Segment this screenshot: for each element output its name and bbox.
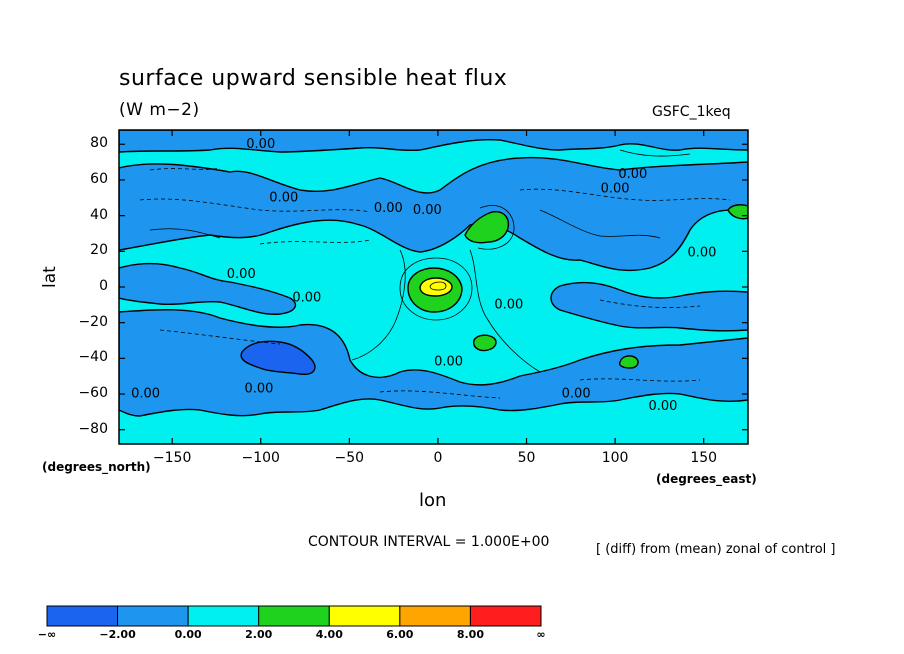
peak-region — [419, 277, 453, 297]
x-tick-marks — [171, 130, 705, 444]
colorbar-swatch — [187, 605, 260, 627]
y-tick-label: −20 — [78, 313, 108, 330]
colorbar-label: 8.00 — [456, 628, 484, 641]
x-axis-label: lon — [419, 490, 447, 511]
contour-label: 0.00 — [494, 297, 523, 312]
y-tick-label: 20 — [90, 242, 108, 259]
contour-field — [119, 130, 748, 444]
colorbar-swatch — [258, 605, 330, 627]
thin-contours — [149, 149, 691, 373]
colorbar-label: −2.00 — [99, 628, 136, 641]
colorbar-label: 2.00 — [245, 628, 273, 641]
colorbar-swatch — [46, 605, 119, 627]
positive-region-south-atlantic — [473, 334, 497, 352]
negative-region-tropics — [119, 262, 297, 315]
colorbar-label: 0.00 — [174, 628, 202, 641]
y-tick-label: 40 — [90, 206, 108, 223]
contour-label: 0.00 — [292, 290, 321, 305]
x-tick-label: −100 — [241, 450, 280, 466]
y-tick-label: 80 — [90, 135, 108, 152]
strong-negative-region — [240, 340, 316, 375]
positive-region-indian — [618, 355, 639, 369]
colorbar-swatch — [328, 605, 401, 627]
contour-label: 0.00 — [434, 355, 463, 370]
y-tick-label: 60 — [90, 170, 108, 187]
y-tick-label: −80 — [78, 420, 108, 437]
contour-label: 0.00 — [244, 381, 273, 396]
x-tick-label: 50 — [517, 450, 536, 466]
contour-interval: CONTOUR INTERVAL = 1.000E+00 — [308, 534, 550, 550]
contour-label: 0.00 — [131, 387, 160, 402]
chart-units: (W m−2) — [119, 100, 200, 120]
contour-label: 0.00 — [562, 387, 591, 402]
contour-label: 0.00 — [374, 201, 403, 216]
negative-region-north — [119, 156, 748, 272]
dashed-contours — [139, 167, 731, 399]
positive-region-north-africa — [464, 211, 510, 244]
colorbar-swatch — [117, 605, 189, 627]
y-unit-label: (degrees_north) — [42, 460, 151, 474]
contour-label: 0.00 — [601, 181, 630, 196]
chart-title: surface upward sensible heat flux — [119, 66, 508, 91]
difference-note: [ (diff) from (mean) zonal of control ] — [596, 542, 836, 557]
contour-label: 0.00 — [618, 167, 647, 182]
negative-region-south — [119, 309, 748, 417]
contour-label: 0.00 — [227, 267, 256, 282]
y-tick-marks — [119, 143, 748, 431]
y-axis-label: lat — [40, 266, 60, 288]
contour-label: 0.00 — [269, 190, 298, 205]
colorbar-swatch — [399, 605, 471, 627]
colorbar-label: 4.00 — [315, 628, 343, 641]
y-tick-label: −40 — [78, 349, 108, 366]
contour-labels: 0.000.000.00 0.000.000.000.000.000.00 0.00… — [131, 137, 716, 414]
x-unit-label: (degrees_east) — [656, 472, 757, 486]
x-tick-label: 100 — [601, 450, 629, 466]
contour-label: 0.00 — [413, 203, 442, 218]
y-tick-label: 0 — [99, 278, 108, 294]
colorbar — [46, 605, 542, 627]
model-name: GSFC_1keq — [652, 104, 731, 120]
colorbar-label: ∞ — [536, 628, 546, 641]
x-tick-label: −50 — [334, 450, 365, 466]
negative-region-north-cap — [119, 130, 748, 153]
colorbar-label: −∞ — [37, 628, 57, 641]
y-tick-label: −60 — [78, 385, 108, 402]
contour-label: 0.00 — [687, 246, 716, 261]
x-tick-label: −150 — [152, 450, 192, 466]
colorbar-label: 6.00 — [386, 628, 414, 641]
colorbar-swatch — [469, 605, 542, 627]
x-tick-label: 0 — [433, 450, 443, 466]
x-tick-label: 150 — [690, 450, 718, 466]
contour-label: 0.00 — [648, 399, 677, 414]
contour-label: 0.00 — [246, 137, 275, 152]
